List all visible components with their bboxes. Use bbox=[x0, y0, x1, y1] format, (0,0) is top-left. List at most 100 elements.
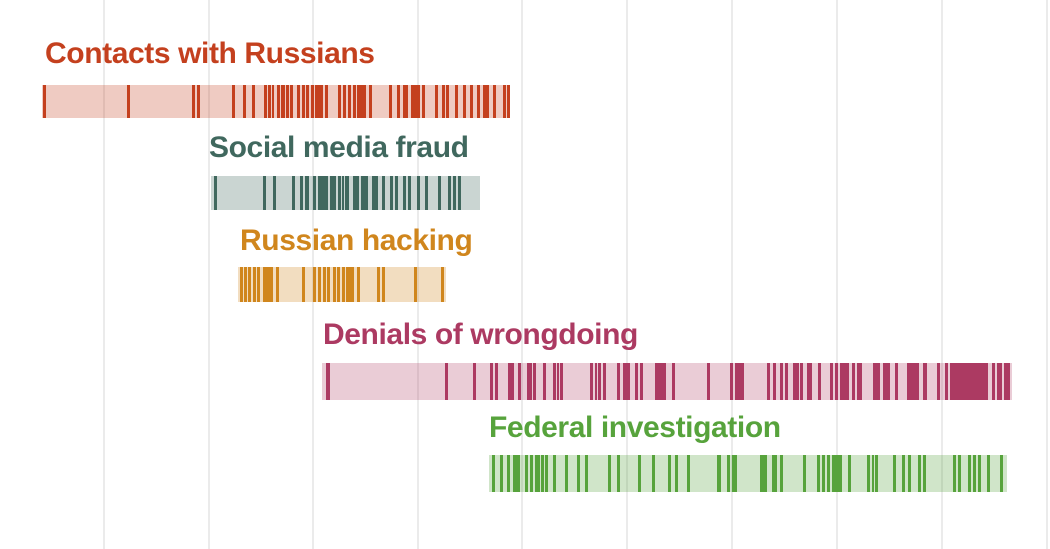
event-tick bbox=[533, 363, 536, 400]
event-tick bbox=[446, 85, 449, 118]
event-tick bbox=[214, 176, 217, 210]
event-tick bbox=[438, 176, 441, 210]
event-tick bbox=[652, 455, 655, 492]
event-tick bbox=[470, 85, 473, 118]
series-label-federal-investigation: Federal investigation bbox=[489, 411, 781, 444]
event-tick bbox=[232, 85, 235, 118]
series-band-russian-hacking bbox=[238, 267, 446, 302]
event-tick bbox=[807, 363, 810, 400]
gridline bbox=[836, 0, 838, 549]
event-tick bbox=[953, 455, 956, 492]
event-tick bbox=[369, 85, 372, 118]
event-tick bbox=[300, 176, 303, 210]
event-tick bbox=[353, 176, 359, 210]
event-tick bbox=[617, 363, 620, 400]
event-tick bbox=[318, 267, 321, 302]
event-tick bbox=[987, 455, 990, 492]
event-tick bbox=[773, 363, 776, 400]
event-tick bbox=[623, 363, 630, 400]
event-tick bbox=[538, 455, 540, 492]
gridline bbox=[731, 0, 733, 549]
event-tick bbox=[297, 85, 300, 118]
event-tick bbox=[315, 85, 323, 118]
event-tick bbox=[276, 267, 279, 302]
event-tick bbox=[840, 363, 843, 400]
event-tick bbox=[493, 85, 496, 118]
event-tick bbox=[818, 363, 821, 400]
event-tick bbox=[377, 267, 380, 302]
event-tick bbox=[458, 176, 461, 210]
series-band-social-media-fraud bbox=[211, 176, 480, 210]
event-tick bbox=[848, 455, 851, 492]
event-tick bbox=[872, 455, 874, 492]
event-tick bbox=[530, 363, 532, 400]
event-tick bbox=[390, 176, 393, 210]
event-tick bbox=[395, 176, 398, 210]
event-tick bbox=[313, 176, 316, 210]
series-label-denials-of-wrongdoing: Denials of wrongdoing bbox=[323, 318, 638, 351]
event-tick bbox=[895, 363, 898, 400]
event-tick bbox=[375, 176, 378, 210]
event-tick bbox=[902, 455, 905, 492]
event-tick bbox=[635, 363, 638, 400]
event-tick bbox=[417, 176, 420, 210]
event-tick bbox=[361, 176, 364, 210]
event-tick bbox=[333, 176, 336, 210]
event-tick bbox=[857, 363, 862, 400]
event-tick bbox=[425, 176, 428, 210]
event-tick bbox=[608, 455, 611, 492]
event-tick bbox=[780, 455, 783, 492]
event-tick bbox=[277, 85, 280, 118]
event-tick bbox=[803, 455, 806, 492]
event-tick bbox=[735, 363, 744, 400]
event-tick bbox=[675, 455, 678, 492]
event-tick bbox=[767, 363, 770, 400]
gridline bbox=[941, 0, 943, 549]
event-tick bbox=[323, 267, 326, 302]
event-tick bbox=[435, 85, 438, 118]
event-tick bbox=[360, 85, 366, 118]
event-tick bbox=[490, 363, 493, 400]
event-tick bbox=[513, 455, 520, 492]
event-tick bbox=[727, 455, 730, 492]
event-tick bbox=[518, 363, 521, 400]
event-tick bbox=[923, 455, 926, 492]
event-tick bbox=[445, 363, 448, 400]
event-tick bbox=[545, 455, 548, 492]
event-tick bbox=[535, 455, 538, 492]
event-tick bbox=[43, 85, 46, 118]
event-tick bbox=[327, 267, 330, 302]
event-tick bbox=[333, 267, 336, 302]
event-tick bbox=[495, 363, 498, 400]
series-label-russian-hacking: Russian hacking bbox=[240, 224, 473, 257]
event-tick bbox=[923, 363, 927, 400]
event-tick bbox=[822, 455, 825, 492]
event-tick bbox=[527, 363, 530, 400]
event-tick bbox=[973, 455, 976, 492]
event-tick bbox=[302, 85, 305, 118]
event-tick bbox=[244, 267, 247, 302]
event-tick bbox=[397, 85, 400, 118]
event-tick bbox=[525, 455, 528, 492]
event-tick bbox=[281, 85, 285, 118]
event-tick bbox=[507, 455, 510, 492]
event-tick bbox=[1004, 363, 1007, 400]
event-tick bbox=[382, 176, 385, 210]
series-label-social-media-fraud: Social media fraud bbox=[209, 131, 469, 164]
event-tick bbox=[342, 176, 344, 210]
event-tick bbox=[852, 363, 855, 400]
event-tick bbox=[780, 363, 783, 400]
event-tick bbox=[306, 85, 309, 118]
event-tick bbox=[638, 455, 641, 492]
event-tick bbox=[918, 455, 921, 492]
event-tick bbox=[655, 363, 666, 400]
event-tick bbox=[945, 363, 948, 400]
event-tick bbox=[342, 267, 345, 302]
event-tick bbox=[273, 176, 276, 210]
event-tick bbox=[338, 176, 341, 210]
event-tick bbox=[668, 455, 671, 492]
event-tick bbox=[311, 85, 314, 118]
event-tick bbox=[492, 455, 495, 492]
event-tick bbox=[717, 455, 721, 492]
